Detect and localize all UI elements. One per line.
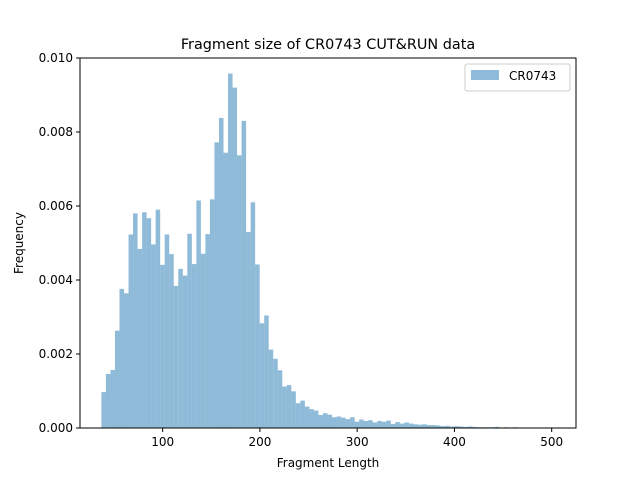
histogram-bar xyxy=(201,254,206,428)
histogram-bar xyxy=(373,422,378,428)
histogram-bar xyxy=(300,401,305,428)
y-tick-label: 0.010 xyxy=(39,51,73,65)
histogram-bar xyxy=(255,264,260,428)
histogram-bar xyxy=(151,244,156,428)
histogram-bar xyxy=(147,218,152,428)
histogram-bar xyxy=(165,234,170,428)
histogram-bar xyxy=(269,350,274,428)
histogram-bar xyxy=(124,293,129,428)
x-axis-label: Fragment Length xyxy=(277,456,380,470)
legend-label: CR0743 xyxy=(509,69,556,83)
histogram-bars xyxy=(101,74,553,428)
histogram-bar xyxy=(296,403,301,428)
y-tick-label: 0.002 xyxy=(39,347,73,361)
histogram-bar xyxy=(318,415,323,428)
histogram-bar xyxy=(422,424,427,428)
x-tick-label: 400 xyxy=(443,435,466,449)
legend-swatch xyxy=(471,70,499,80)
histogram-bar xyxy=(142,212,147,428)
histogram-bar xyxy=(377,421,382,428)
histogram-bar xyxy=(237,155,242,428)
histogram-bar xyxy=(219,118,224,428)
histogram-bar xyxy=(115,331,120,428)
histogram-bar xyxy=(183,276,188,428)
histogram-bar xyxy=(391,424,396,428)
histogram-bar xyxy=(169,254,174,428)
histogram-bar xyxy=(409,424,414,428)
histogram-bar xyxy=(413,424,418,428)
x-tick-label: 500 xyxy=(540,435,563,449)
histogram-bar xyxy=(282,387,287,428)
histogram-bar xyxy=(364,421,369,428)
histogram-bar xyxy=(233,88,238,428)
histogram-bar xyxy=(160,265,165,428)
y-tick-label: 0.004 xyxy=(39,273,73,287)
x-tick-label: 200 xyxy=(248,435,271,449)
histogram-bar xyxy=(273,359,278,428)
y-tick-label: 0.000 xyxy=(39,421,73,435)
y-tick-label: 0.008 xyxy=(39,125,73,139)
histogram-bar xyxy=(291,391,296,428)
histogram-bar xyxy=(224,153,229,428)
histogram-bar xyxy=(309,409,314,428)
histogram-bar xyxy=(210,199,215,428)
histogram-bar xyxy=(196,200,201,428)
histogram-bar xyxy=(192,264,197,428)
chart-title: Fragment size of CR0743 CUT&RUN data xyxy=(181,37,475,53)
histogram-bar xyxy=(251,202,256,428)
histogram-bar xyxy=(323,413,328,428)
histogram-bar xyxy=(332,417,337,428)
histogram-bar xyxy=(187,234,192,428)
histogram-bar xyxy=(260,323,265,428)
histogram-bar xyxy=(368,420,373,428)
histogram-bar xyxy=(382,422,387,428)
histogram-bar xyxy=(110,370,115,428)
histogram-bar xyxy=(242,121,247,428)
histogram-bar xyxy=(328,415,333,428)
x-tick-label: 300 xyxy=(346,435,369,449)
histogram-bar xyxy=(278,370,283,428)
histogram-bar xyxy=(264,316,269,428)
histogram-bar xyxy=(395,422,400,428)
histogram-bar xyxy=(205,234,210,428)
histogram-bar xyxy=(214,142,219,428)
histogram-bar xyxy=(355,422,360,428)
histogram-bar xyxy=(314,411,319,428)
histogram-bar xyxy=(106,374,111,428)
histogram-bar xyxy=(337,417,342,428)
y-tick-label: 0.006 xyxy=(39,199,73,213)
histogram-bar xyxy=(350,417,355,428)
histogram-bar xyxy=(359,419,364,428)
histogram-bar xyxy=(228,74,233,428)
histogram-bar xyxy=(129,234,134,428)
y-axis-label: Frequency xyxy=(12,212,26,274)
histogram-bar xyxy=(386,421,391,428)
histogram-bar xyxy=(404,422,409,428)
histogram-bar xyxy=(346,419,351,428)
histogram-bar xyxy=(174,286,179,428)
histogram-bar xyxy=(119,289,124,428)
y-axis-ticks: 0.000 0.002 0.004 0.006 0.008 0.010 xyxy=(39,51,80,435)
x-axis-ticks: 100 200 300 400 500 xyxy=(151,428,563,449)
histogram-bar xyxy=(138,249,143,428)
histogram-bar xyxy=(246,232,251,428)
histogram-bar xyxy=(400,424,405,428)
legend: CR0743 xyxy=(465,64,570,91)
histogram-bar xyxy=(156,210,161,428)
histogram-bar xyxy=(341,418,346,428)
histogram-bar xyxy=(101,392,106,428)
histogram-bar xyxy=(178,269,183,428)
x-tick-label: 100 xyxy=(151,435,174,449)
histogram-bar xyxy=(287,385,292,428)
histogram-bar xyxy=(305,407,310,428)
histogram-bar xyxy=(133,213,138,428)
